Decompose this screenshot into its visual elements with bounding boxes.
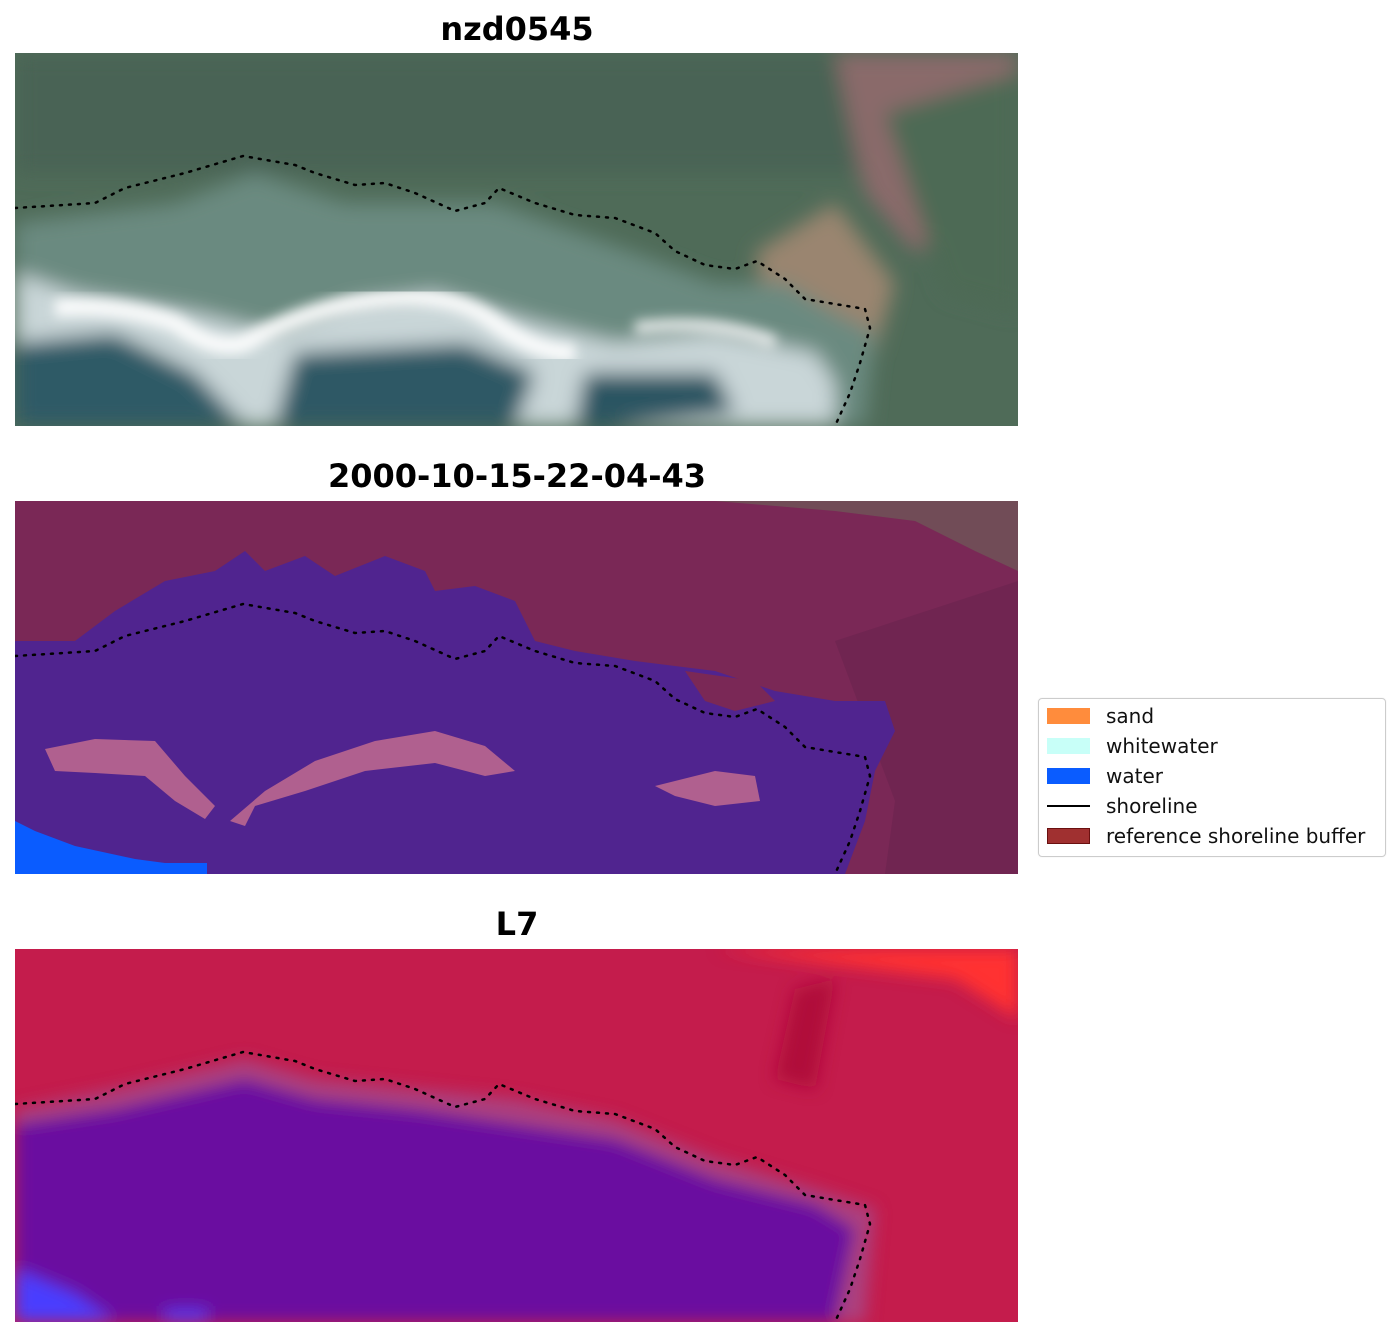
legend-label-buffer: reference shoreline buffer [1106,824,1366,848]
shoreline-line [15,602,872,874]
legend-item-buffer: reference shoreline buffer [1047,823,1365,849]
sand-swatch [1047,708,1090,724]
legend-item-shoreline: shoreline [1047,793,1198,819]
classified-image [15,501,1018,874]
legend-item-sand: sand [1047,703,1154,729]
classified-image-panel [15,501,1018,874]
index-image [15,949,1018,1322]
legend-label-water: water [1106,764,1163,788]
shoreline-line [15,154,872,426]
legend-label-whitewater: whitewater [1106,734,1218,758]
panel-title-date: 2000-10-15-22-04-43 [327,457,707,495]
rgb-image-panel [15,53,1018,426]
rgb-satellite-image [15,53,1018,426]
index-image-panel [15,949,1018,1322]
legend-label-shoreline: shoreline [1106,794,1198,818]
panel-title-rgb: nzd0545 [440,10,594,48]
legend-item-water: water [1047,763,1163,789]
panel-title-satellite: L7 [495,905,539,943]
legend-label-sand: sand [1106,704,1155,728]
water-swatch [1047,768,1090,784]
shoreline-swatch [1047,805,1090,807]
buffer-swatch [1047,828,1090,844]
shoreline-line [15,1050,872,1322]
legend: sand whitewater water shoreline referenc… [1038,698,1386,857]
legend-item-whitewater: whitewater [1047,733,1218,759]
whitewater-swatch [1047,738,1090,754]
